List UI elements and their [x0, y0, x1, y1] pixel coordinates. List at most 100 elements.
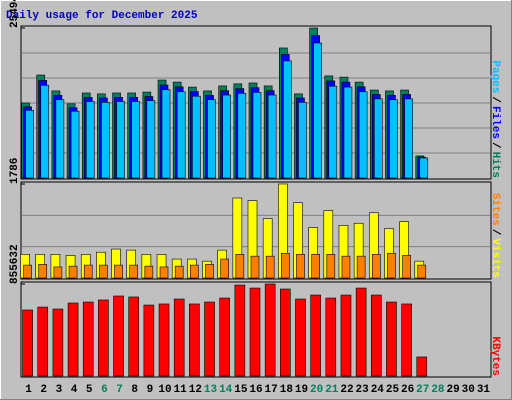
- x-tick-label: 12: [189, 384, 202, 396]
- bar: [370, 294, 382, 377]
- x-tick-label: 27: [416, 384, 429, 396]
- bar: [174, 265, 184, 279]
- bar: [343, 86, 353, 179]
- bar: [281, 252, 290, 279]
- bar: [252, 92, 262, 179]
- bar: [313, 42, 322, 179]
- bar: [192, 95, 201, 179]
- bar: [373, 98, 383, 179]
- bar: [386, 301, 397, 377]
- x-tick-label: 13: [204, 384, 218, 396]
- bar: [40, 85, 50, 179]
- bar: [55, 99, 65, 179]
- x-tick-label: 18: [280, 384, 294, 396]
- legend-entry: Pages: [489, 60, 501, 93]
- x-tick-label: 28: [431, 384, 445, 396]
- bar: [401, 303, 412, 377]
- bar: [128, 296, 140, 377]
- x-tick-label: 5: [86, 384, 93, 396]
- bar: [205, 264, 214, 279]
- bar: [267, 94, 277, 179]
- x-tick-label: 3: [56, 384, 63, 396]
- bar: [38, 264, 48, 279]
- bar: [114, 264, 123, 279]
- bar: [283, 60, 292, 179]
- x-tick-label: 1: [25, 384, 32, 396]
- bar: [340, 294, 352, 377]
- bar: [143, 304, 155, 377]
- bar: [189, 303, 200, 377]
- legend: Sites / Visits: [489, 193, 501, 278]
- bar: [23, 264, 32, 279]
- x-tick-label: 31: [477, 384, 491, 396]
- x-tick-label: 4: [71, 384, 78, 396]
- bar: [235, 254, 245, 279]
- x-tick-label: 15: [234, 384, 248, 396]
- x-tick-label: 6: [101, 384, 108, 396]
- x-tick-label: 2: [40, 384, 47, 396]
- legend: Pages / Files / Hits: [489, 60, 501, 178]
- bar: [146, 100, 156, 179]
- bar: [113, 295, 124, 377]
- x-tick-label: 11: [174, 384, 188, 396]
- bar: [82, 301, 94, 377]
- bar: [101, 102, 110, 179]
- x-tick-label: 7: [116, 384, 123, 396]
- legend-entry: Visits: [489, 238, 501, 278]
- bar: [341, 255, 351, 279]
- bar: [402, 255, 411, 279]
- bar: [280, 288, 291, 377]
- bar: [220, 258, 229, 279]
- x-tick-label: 10: [158, 384, 171, 396]
- bar: [70, 110, 80, 179]
- legend-entry: Files: [489, 106, 501, 139]
- bar: [159, 266, 169, 279]
- bar: [52, 308, 64, 377]
- bar: [325, 297, 337, 377]
- legend-entry: Sites: [489, 193, 501, 226]
- bar: [296, 254, 305, 279]
- x-tick-label: 30: [462, 384, 475, 396]
- bar: [161, 89, 171, 179]
- y-tick-label: 25494: [9, 0, 21, 28]
- bar: [22, 309, 33, 377]
- bar: [219, 297, 230, 377]
- x-tick-label: 17: [265, 384, 278, 396]
- bar: [328, 85, 338, 179]
- bar: [417, 264, 427, 279]
- bar: [116, 101, 125, 179]
- bar: [204, 301, 215, 377]
- bar: [416, 356, 428, 377]
- x-tick-label: 19: [295, 384, 308, 396]
- legend-entry: Hits: [489, 152, 501, 178]
- legend-separator: /: [489, 142, 501, 149]
- bar: [37, 306, 49, 377]
- bar: [249, 287, 261, 377]
- legend-separator: /: [489, 229, 501, 236]
- x-tick-label: 26: [401, 384, 414, 396]
- bar: [190, 264, 199, 279]
- bar: [264, 283, 276, 377]
- bar: [67, 302, 79, 377]
- y-tick-label: 855632: [9, 244, 21, 284]
- legend: KBytes: [489, 336, 501, 376]
- bar: [298, 102, 307, 179]
- bar: [173, 298, 185, 377]
- x-tick-label: 23: [356, 384, 370, 396]
- x-tick-label: 9: [147, 384, 154, 396]
- bar: [358, 91, 368, 179]
- bar: [83, 264, 93, 279]
- bar: [419, 157, 429, 179]
- bar: [371, 254, 381, 279]
- bar: [98, 299, 109, 377]
- bar: [99, 264, 108, 279]
- bar: [68, 265, 78, 279]
- bar: [389, 99, 398, 179]
- bar: [355, 287, 367, 377]
- x-tick-label: 29: [446, 384, 459, 396]
- bar: [250, 255, 260, 279]
- x-tick-label: 22: [340, 384, 353, 396]
- bar: [356, 255, 366, 279]
